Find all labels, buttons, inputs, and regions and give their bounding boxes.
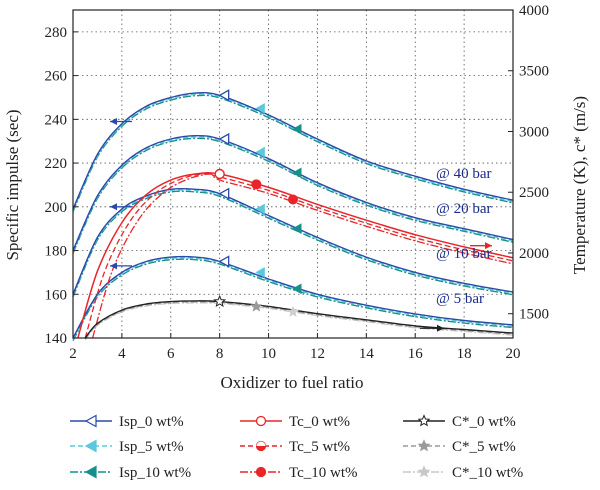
pressure-label: @ 40 bar (436, 166, 491, 182)
pressure-label: @ 20 bar (436, 201, 491, 217)
tc-10-line (91, 173, 514, 339)
tc-10-marker (288, 194, 298, 205)
x-tick-label: 10 (261, 346, 276, 362)
legend-marker (255, 466, 267, 478)
y-left-tick-label: 220 (45, 156, 68, 172)
pressure-annotations: @ 40 bar @ 20 bar @ 10 bar @ 5 bar (436, 166, 491, 307)
legend-marker (417, 414, 431, 427)
isp-10-line (72, 258, 514, 341)
y-right-tick-label: 2000 (519, 246, 549, 262)
isp-0-marker (218, 187, 230, 200)
isp-5-marker (255, 146, 265, 158)
isp-5-line (72, 93, 514, 211)
y-left-tick-label: 200 (45, 200, 68, 216)
isp-0-marker (218, 89, 230, 102)
legend-label: C*_0 wt% (452, 414, 516, 430)
isp-5-line (72, 136, 514, 253)
y-axis-right-label: Temperature (K), c* (m/s) (570, 96, 589, 274)
tc-axis-arrow-head (485, 242, 492, 250)
isp-10-marker (291, 223, 302, 235)
cstar-axis-arrow-head (437, 324, 444, 332)
isp-axis-arrow-head (110, 262, 117, 270)
isp-10-marker (291, 167, 302, 179)
x-tick-label: 8 (216, 346, 224, 362)
legend-label: Isp_5 wt% (119, 439, 184, 455)
legend: Isp_0 wt% Tc_0 wt% C*_0 wt% Isp_5 wt% Tc_5 w… (70, 414, 523, 481)
cstar-5-line (84, 301, 514, 340)
axes: 2 4 6 8 10 12 14 16 18 20 140 160 180 200 220 240 260 280… (45, 3, 550, 362)
x-tick-label: 20 (506, 346, 521, 362)
x-tick-label: 2 (69, 346, 77, 362)
x-tick-label: 16 (408, 346, 424, 362)
isp-10-marker (291, 123, 302, 135)
isp-5-marker (255, 267, 265, 278)
y-left-tick-label: 260 (45, 69, 68, 85)
isp-0-line (72, 91, 514, 210)
y-left-tick-label: 280 (45, 25, 68, 41)
cstar-0-marker (213, 294, 227, 308)
y-right-tick-label: 3000 (519, 124, 549, 140)
legend-marker (84, 465, 97, 479)
pressure-label: @ 5 bar (436, 291, 484, 307)
y-left-tick-label: 160 (45, 287, 68, 303)
legend-marker (255, 415, 267, 427)
x-tick-label: 4 (118, 346, 126, 362)
legend-marker (84, 439, 97, 453)
isp-10-marker (291, 283, 302, 295)
x-tick-label: 12 (310, 346, 325, 362)
isp-axis-arrow-head (110, 118, 117, 126)
legend-marker (417, 439, 431, 452)
y-right-tick-label: 2500 (519, 185, 549, 201)
isp-0-marker (218, 132, 230, 146)
isp-5-marker (255, 103, 265, 114)
isp-axis-arrow-head (110, 203, 117, 211)
y-left-tick-label: 240 (45, 112, 68, 128)
y-left-tick-label: 180 (45, 244, 68, 260)
y-left-tick-label: 140 (45, 331, 68, 347)
tc-0-marker (214, 168, 225, 180)
x-tick-label: 6 (167, 346, 175, 362)
isp-5-line (72, 189, 514, 296)
plot-frame (72, 9, 514, 339)
cstar-5-marker (250, 300, 263, 312)
x-tick-label: 14 (359, 346, 375, 362)
legend-label: C*_10 wt% (452, 465, 523, 481)
axis-arrows (110, 118, 492, 332)
legend-marker (84, 414, 97, 428)
x-tick-label: 18 (457, 346, 472, 362)
y-right-tick-label: 4000 (519, 3, 549, 19)
y-right-tick-label: 1500 (519, 307, 549, 323)
isp-10-line (72, 137, 514, 254)
legend-label: Tc_5 wt% (289, 439, 350, 455)
isp-10-line (72, 94, 514, 212)
pressure-label: @ 10 bar (436, 246, 491, 262)
tc-5-marker (251, 179, 262, 190)
legend-label: C*_5 wt% (452, 439, 516, 455)
legend-label: Tc_0 wt% (289, 414, 350, 430)
y-axis-left-label: Specific impulse (sec) (3, 109, 22, 260)
x-axis-label: Oxidizer to fuel ratio (220, 373, 363, 392)
legend-label: Tc_10 wt% (289, 465, 358, 481)
tc-5-line (84, 173, 514, 339)
isp-10-line (72, 190, 514, 298)
grid-lines (73, 10, 513, 338)
isp-5-line (72, 257, 514, 340)
legend-marker (417, 465, 431, 478)
legend-label: Isp_10 wt% (119, 465, 191, 481)
isp-5-marker (255, 203, 265, 215)
legend-label: Isp_0 wt% (119, 414, 184, 430)
isp-0-marker (218, 255, 230, 268)
cstar-10-marker (286, 305, 300, 317)
y-right-tick-label: 3500 (519, 64, 549, 80)
legend-marker-half (256, 441, 266, 446)
plot-area (72, 89, 514, 341)
